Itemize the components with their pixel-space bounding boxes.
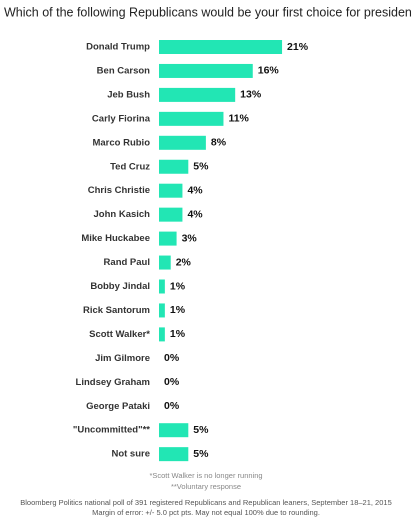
bar	[159, 327, 165, 342]
value-label: 0%	[164, 352, 180, 364]
bar	[159, 183, 183, 198]
category-label: Lindsey Graham	[76, 377, 150, 388]
value-label: 1%	[170, 328, 186, 340]
category-label: George Pataki	[86, 401, 150, 412]
category-label: Not sure	[111, 449, 150, 460]
category-label: Ben Carson	[97, 65, 151, 76]
footnote: *Scott Walker is no longer running	[149, 471, 262, 480]
value-label: 2%	[176, 256, 192, 268]
value-label: 0%	[164, 400, 180, 412]
bar	[159, 255, 171, 270]
footnote: **Voluntary response	[171, 482, 241, 491]
bar	[159, 63, 253, 78]
value-label: 1%	[170, 304, 186, 316]
bar	[159, 303, 165, 318]
value-label: 16%	[258, 65, 280, 77]
category-label: Mike Huckabee	[81, 233, 150, 244]
category-label: Rick Santorum	[83, 305, 150, 316]
value-label: 3%	[182, 232, 198, 244]
category-label: Marco Rubio	[92, 137, 150, 148]
category-label: Carly Fiorina	[92, 113, 151, 124]
value-label: 11%	[228, 113, 249, 125]
bar	[159, 231, 177, 246]
category-label: Chris Christie	[88, 185, 150, 196]
bar	[159, 40, 283, 54]
chart-title: Which of the following Republicans would…	[4, 5, 412, 19]
value-label: 5%	[193, 448, 209, 460]
value-label: 8%	[211, 137, 227, 149]
category-label: Bobby Jindal	[90, 281, 150, 292]
bar	[159, 207, 183, 222]
value-label: 4%	[187, 208, 203, 220]
category-label: Jeb Bush	[107, 89, 150, 100]
category-label: Donald Trump	[86, 42, 150, 53]
value-label: 5%	[193, 424, 209, 436]
value-label: 0%	[164, 376, 180, 388]
bar	[159, 135, 206, 150]
value-label: 4%	[187, 184, 203, 196]
value-label: 1%	[170, 280, 186, 292]
category-label: Jim Gilmore	[95, 353, 150, 364]
category-label: Rand Paul	[104, 257, 150, 268]
category-label: Scott Walker*	[89, 329, 150, 340]
bar	[159, 279, 165, 294]
bar	[159, 159, 189, 174]
category-label: John Kasich	[94, 209, 151, 220]
value-label: 21%	[287, 41, 309, 53]
source: Bloomberg Politics national poll of 391 …	[20, 498, 392, 507]
category-label: "Uncommitted"**	[73, 425, 150, 436]
bar	[159, 423, 189, 438]
value-label: 13%	[240, 89, 262, 101]
category-label: Ted Cruz	[110, 161, 150, 172]
bar	[159, 447, 189, 462]
source: Margin of error: +/- 5.0 pct pts. May no…	[92, 508, 320, 517]
bar	[159, 111, 224, 126]
value-label: 5%	[193, 161, 209, 173]
bar	[159, 87, 236, 102]
